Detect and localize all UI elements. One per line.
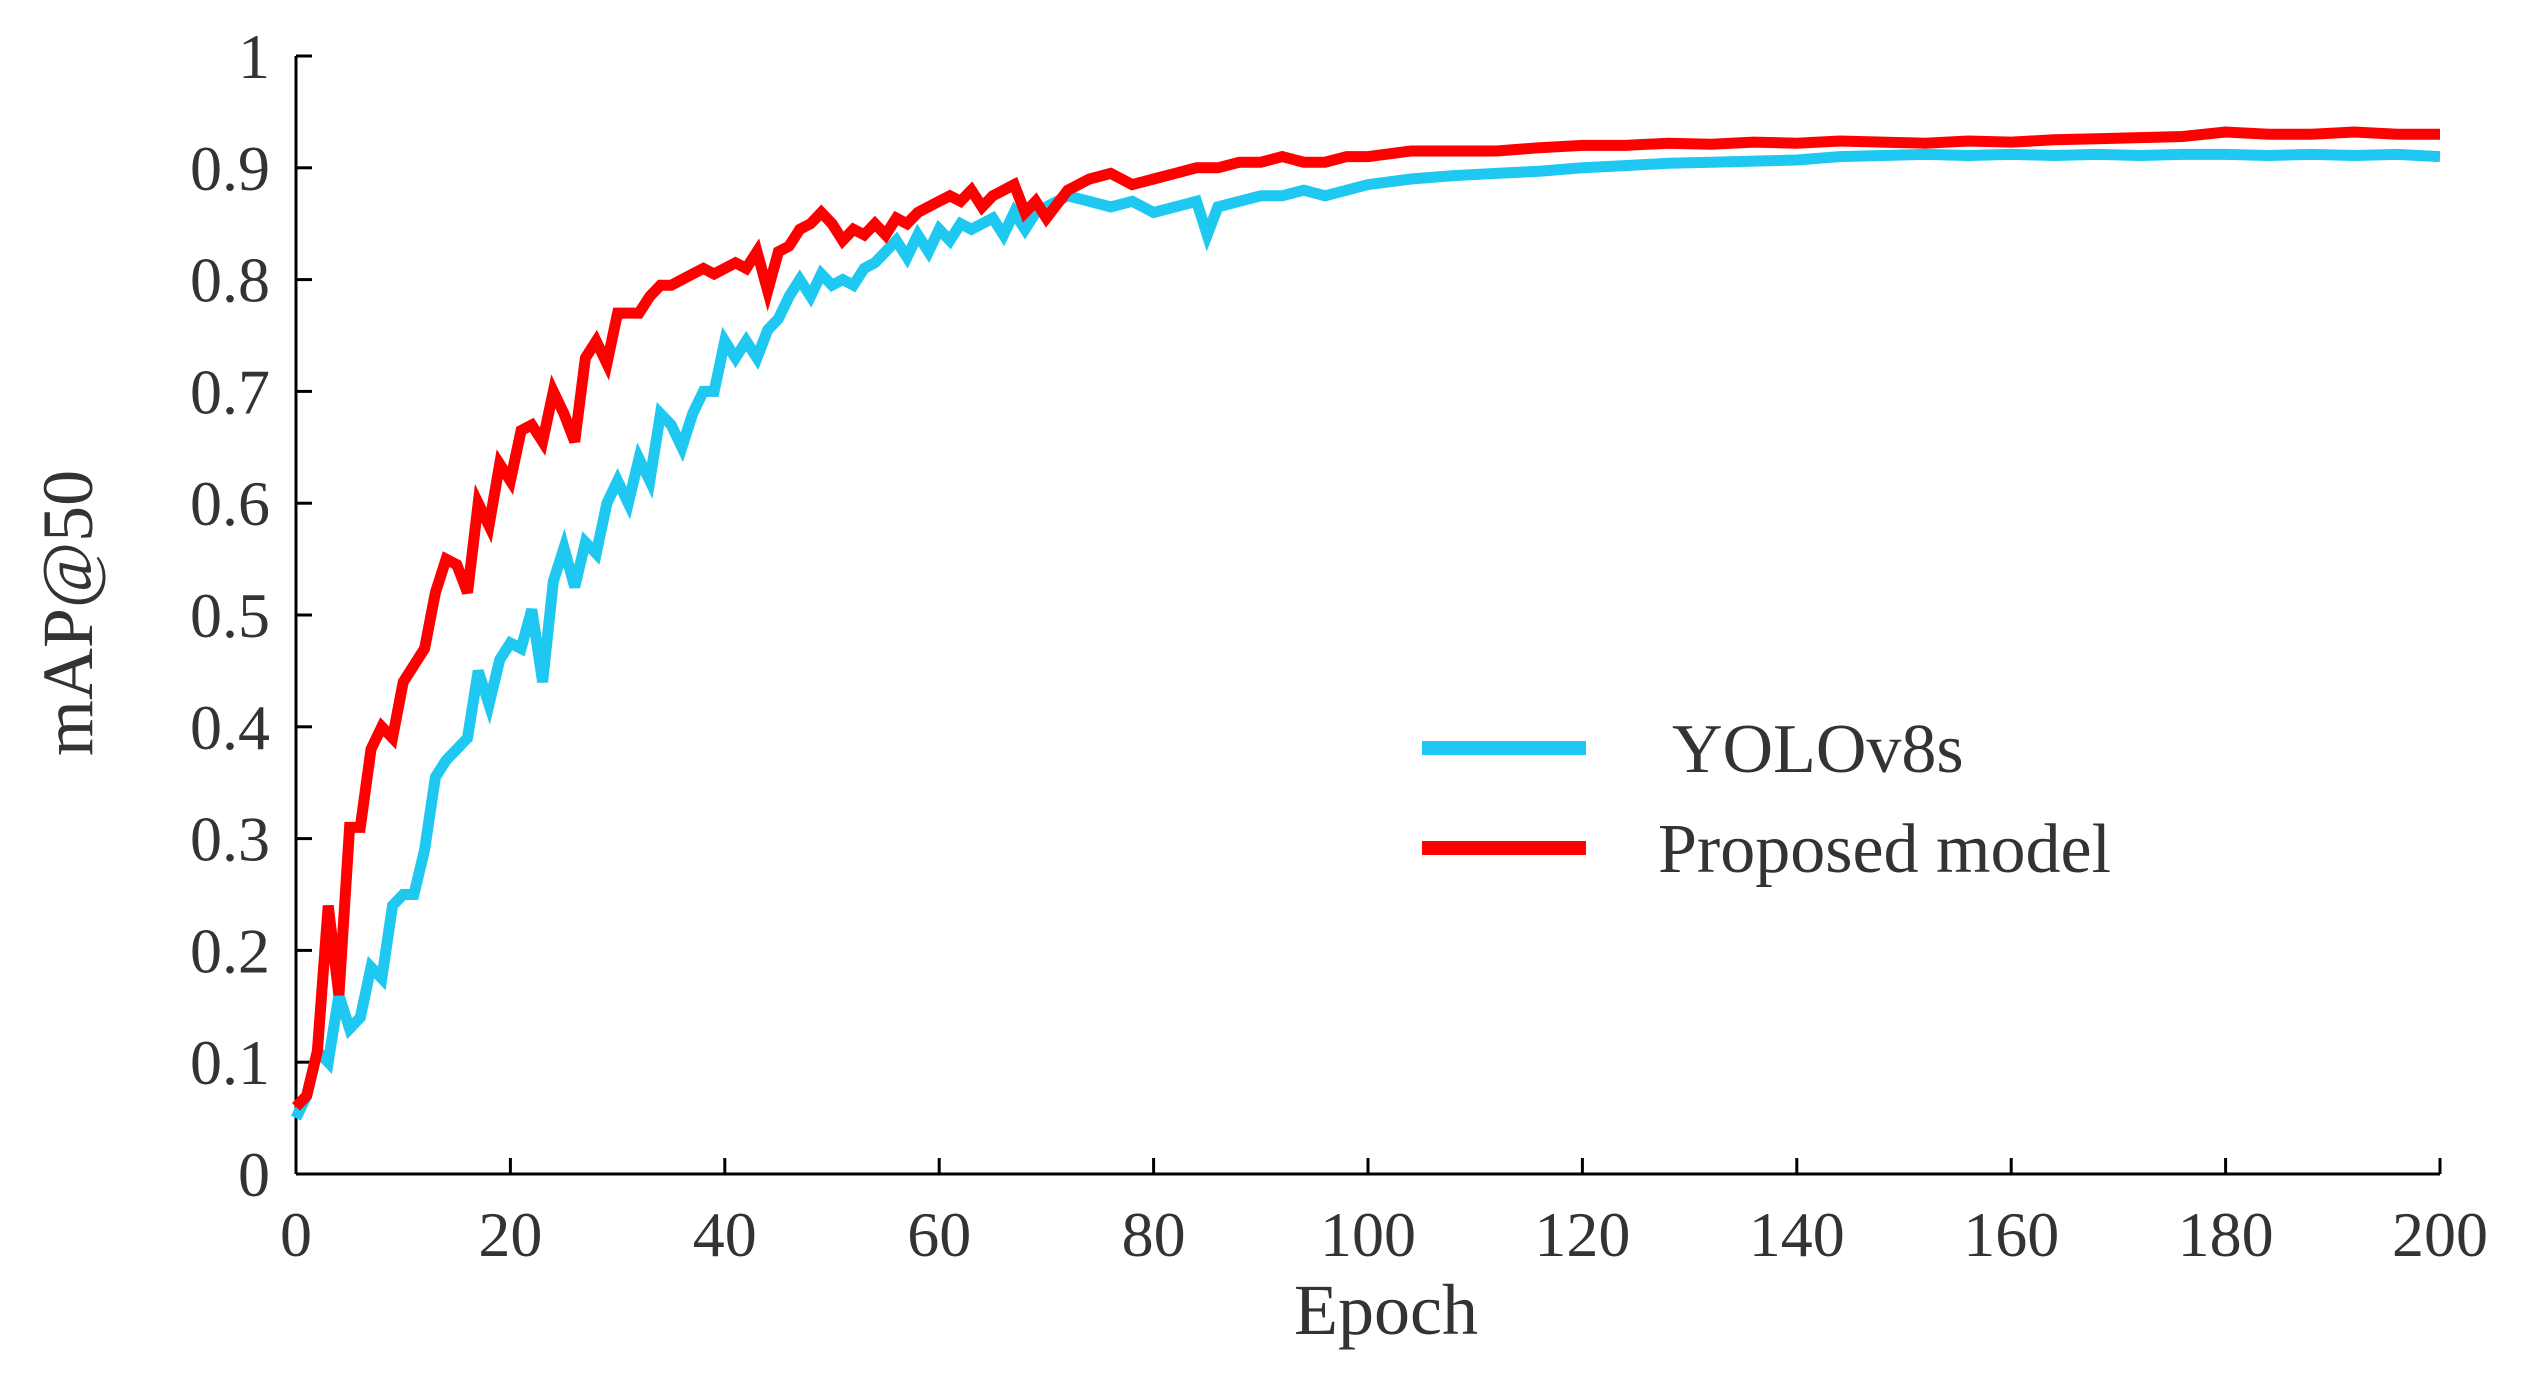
y-tick-label: 0.1 (190, 1027, 270, 1098)
x-tick-label: 0 (280, 1199, 312, 1270)
y-tick-label: 0.4 (190, 692, 270, 763)
legend: YOLOv8s Proposed model (1422, 711, 2111, 888)
y-tick-label: 0.3 (190, 804, 270, 875)
series-line-proposed-model (292, 126, 2440, 1111)
x-tick-label: 200 (2392, 1199, 2488, 1270)
series-line-yolov8s (291, 148, 2441, 1121)
x-tick-label: 60 (907, 1199, 971, 1270)
series-lines (291, 126, 2441, 1121)
x-tick-label: 180 (2178, 1199, 2274, 1270)
y-tick-label: 0.5 (190, 580, 270, 651)
y-tick-label: 0.9 (190, 133, 270, 204)
y-axis-label: mAP@50 (28, 470, 108, 756)
y-tick-label: 0 (238, 1139, 270, 1210)
x-tick-label: 80 (1122, 1199, 1186, 1270)
axes (294, 56, 2440, 1176)
y-tick-label: 1 (238, 21, 270, 92)
x-tick-label: 100 (1320, 1199, 1416, 1270)
legend-label-yolov8s: YOLOv8s (1672, 711, 1964, 788)
x-tick-label: 20 (478, 1199, 542, 1270)
legend-label-proposed-model: Proposed model (1658, 811, 2111, 888)
y-tick-label: 0.2 (190, 915, 270, 986)
y-tick-label: 0.7 (190, 356, 270, 427)
x-tick-label: 140 (1749, 1199, 1845, 1270)
ticks: 0 20 40 60 80 100 120 140 160 180 200 0 0.1 0.2 0.3 0.4… (190, 21, 2488, 1270)
y-tick-label: 0.8 (190, 245, 270, 316)
x-tick-label: 40 (693, 1199, 757, 1270)
x-axis-label: Epoch (1294, 1270, 1478, 1350)
x-tick-label: 160 (1963, 1199, 2059, 1270)
x-tick-label: 120 (1534, 1199, 1630, 1270)
y-tick-label: 0.6 (190, 468, 270, 539)
